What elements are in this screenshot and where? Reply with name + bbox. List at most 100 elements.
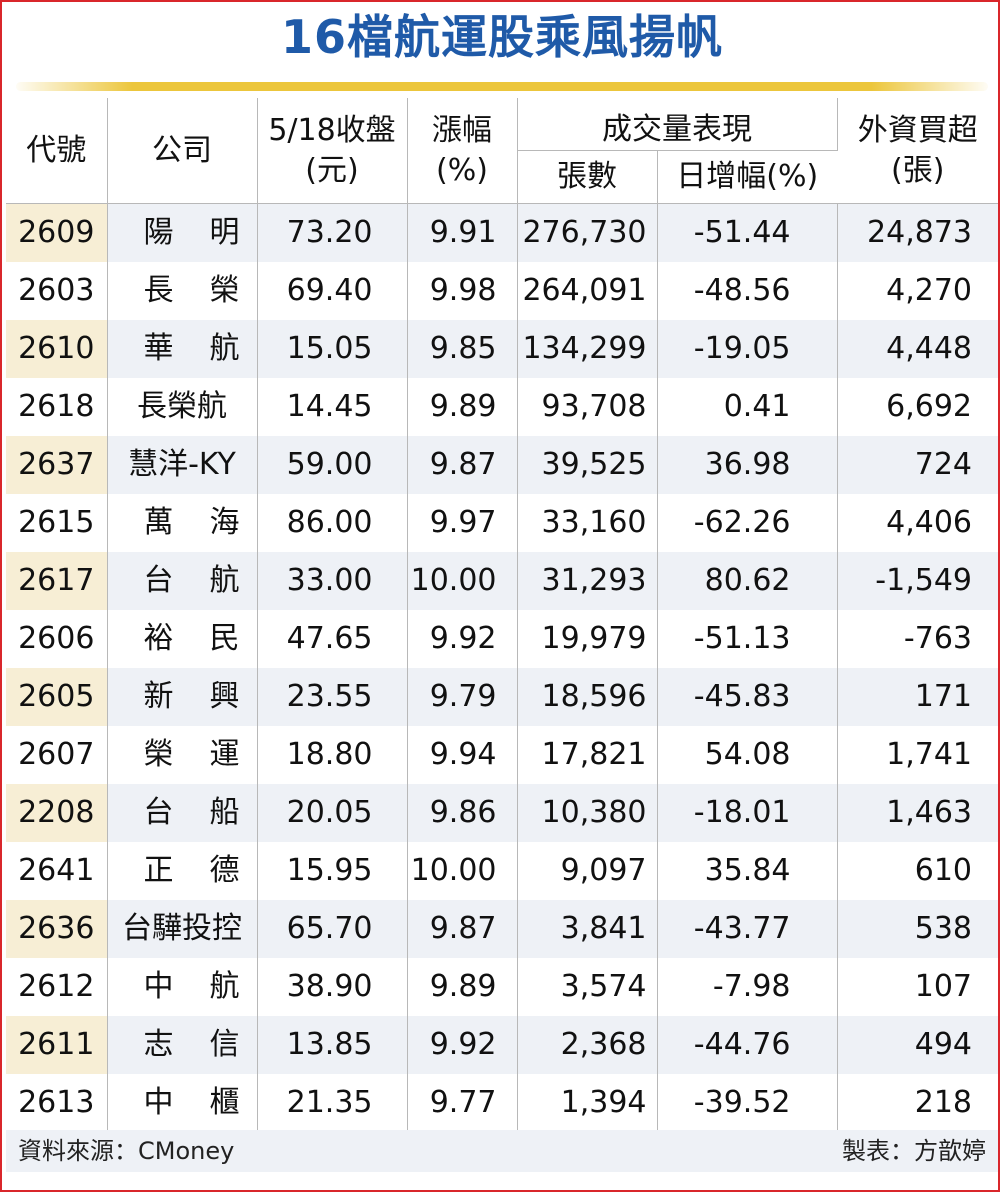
table-row: 2606 裕民 47.65 9.92 19,979 -51.13 -763 [6,610,998,668]
price-change: 9.98 [407,262,518,320]
table-row: 2612 中航 38.90 9.89 3,574 -7.98 107 [6,958,998,1016]
volume-lots: 18,596 [517,668,658,726]
volume-lots: 264,091 [517,262,658,320]
company-name: 陽明 [107,203,258,262]
company-name: 長榮 [107,262,258,320]
volume-daily-change: -48.56 [657,262,838,320]
foreign-net-buy: 494 [837,1016,998,1074]
company-name: 長榮航 [107,378,258,436]
table-row: 2603 長榮 69.40 9.98 264,091 -48.56 4,270 [6,262,998,320]
table-row: 2637 慧洋-KY 59.00 9.87 39,525 36.98 724 [6,436,998,494]
foreign-net-buy: 538 [837,900,998,958]
stock-code: 2612 [6,958,108,1016]
table-row: 2618 長榮航 14.45 9.89 93,708 0.41 6,692 [6,378,998,436]
data-source: 資料來源：CMoney [18,1137,235,1165]
table-credit: 製表：方歆婷 [842,1137,986,1165]
volume-lots: 19,979 [517,610,658,668]
stock-code: 2208 [6,784,108,842]
volume-daily-change: -39.52 [657,1074,838,1132]
stock-code: 2607 [6,726,108,784]
price-change: 9.91 [407,203,518,262]
close-price: 18.80 [257,726,408,784]
header-price-change: 漲幅 (%) [407,98,518,204]
stock-code: 2606 [6,610,108,668]
close-price: 73.20 [257,203,408,262]
company-name: 萬海 [107,494,258,552]
foreign-net-buy: -763 [903,621,972,656]
volume-daily-change: 35.84 [657,842,838,900]
foreign-net-buy: 4,406 [886,505,972,540]
foreign-net-buy: 4,270 [886,273,972,308]
volume-daily-change: -18.01 [657,784,838,842]
volume-lots: 1,394 [517,1074,658,1132]
footer-bar: 資料來源：CMoney 製表：方歆婷 [6,1130,998,1172]
volume-daily-change: -43.77 [657,900,838,958]
company-name: 新興 [107,668,258,726]
volume-lots: 134,299 [517,320,658,378]
title-underline [16,82,988,91]
table-body: 2609 陽明 73.20 9.91 276,730 -51.44 24,873 2603 長榮… [6,203,998,1132]
header-foreign-buy: 外資買超 (張) [857,112,978,188]
foreign-net-buy: 610 [914,853,972,888]
table-row: 2208 台船 20.05 9.86 10,380 -18.01 1,463 [6,784,998,842]
price-change: 9.87 [407,900,518,958]
close-price: 65.70 [257,900,408,958]
stock-code: 2610 [6,320,108,378]
price-change: 9.89 [407,958,518,1016]
stock-code: 2641 [6,842,108,900]
header-volume-group: 成交量表現 [517,98,838,151]
table-header-row: 代號 公司 5/18收盤 (元) 漲幅 (%) 成交量表現 外資買超 (張) [6,98,998,204]
company-name: 華航 [107,320,258,378]
price-change: 9.94 [407,726,518,784]
table-row: 2641 正德 15.95 10.00 9,097 35.84 610 [6,842,998,900]
volume-daily-change: 36.98 [657,436,838,494]
table-row: 2615 萬海 86.00 9.97 33,160 -62.26 4,406 [6,494,998,552]
close-price: 13.85 [257,1016,408,1074]
volume-daily-change: 80.62 [657,552,838,610]
company-name: 正德 [107,842,258,900]
close-price: 59.00 [257,436,408,494]
stock-code: 2603 [6,262,108,320]
volume-lots: 2,368 [517,1016,658,1074]
volume-lots: 3,841 [517,900,658,958]
header-volume-lots: 張數 [517,150,658,204]
price-change: 10.00 [407,842,518,900]
header-code: 代號 [6,98,108,204]
volume-lots: 10,380 [517,784,658,842]
volume-lots: 9,097 [517,842,658,900]
company-name: 台航 [107,552,258,610]
volume-daily-change: -45.83 [657,668,838,726]
price-change: 9.77 [407,1074,518,1132]
price-change: 9.92 [407,610,518,668]
volume-lots: 33,160 [517,494,658,552]
stock-code: 2615 [6,494,108,552]
price-change: 10.00 [407,552,518,610]
foreign-net-buy: 724 [837,436,998,494]
price-change: 9.89 [407,378,518,436]
foreign-net-buy: 24,873 [837,203,998,262]
company-name: 中櫃 [107,1074,258,1132]
price-change: 9.92 [407,1016,518,1074]
foreign-net-buy: 4,448 [837,320,998,378]
close-price: 47.65 [257,610,408,668]
header-volume-daily-change: 日增幅(%) [657,150,837,204]
stock-code: 2611 [6,1016,108,1074]
company-name: 台驊投控 [107,900,258,958]
header-close-price: 5/18收盤 (元) [257,98,408,204]
table-row: 2636 台驊投控 65.70 9.87 3,841 -43.77 538 [6,900,998,958]
table-row: 2607 榮運 18.80 9.94 17,821 54.08 1,741 [6,726,998,784]
volume-daily-change: -19.05 [657,320,838,378]
table-row: 2611 志信 13.85 9.92 2,368 -44.76 494 [6,1016,998,1074]
foreign-net-buy: 171 [837,668,998,726]
foreign-net-buy: 1,741 [886,737,972,772]
table-subheader-row: 張數 日增幅(%) [6,150,998,204]
volume-lots: 3,574 [517,958,658,1016]
close-price: 21.35 [257,1074,408,1132]
volume-lots: 276,730 [517,203,658,262]
foreign-net-buy: 218 [914,1085,972,1120]
close-price: 33.00 [257,552,408,610]
stock-code: 2609 [6,203,108,262]
company-name: 台船 [107,784,258,842]
stock-code: 2636 [6,900,108,958]
